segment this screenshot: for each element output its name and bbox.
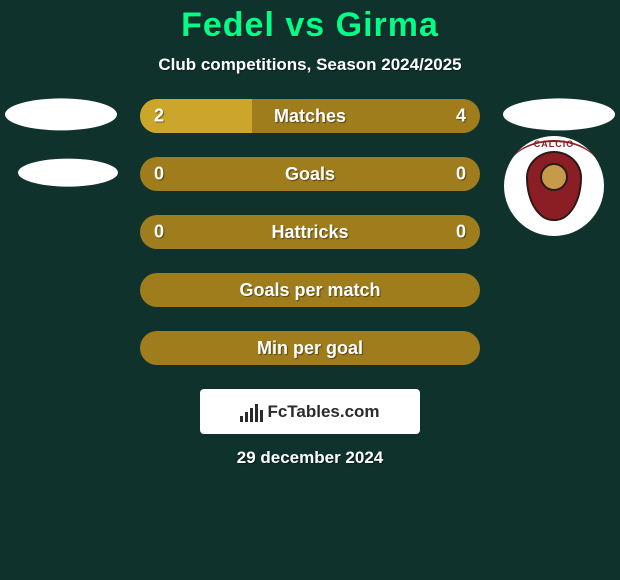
stat-label: Goals per match bbox=[239, 280, 380, 301]
stat-row: Min per goal bbox=[0, 325, 620, 371]
stat-value-left: 0 bbox=[154, 222, 164, 243]
stat-label: Min per goal bbox=[257, 338, 363, 359]
stat-value-left: 2 bbox=[154, 106, 164, 127]
brand-bar-icon bbox=[255, 404, 258, 422]
comparison-infographic: Fedel vs Girma Club competitions, Season… bbox=[0, 0, 620, 580]
stat-bar: Goals per match bbox=[140, 273, 480, 307]
stat-value-left: 0 bbox=[154, 164, 164, 185]
stat-bar: Min per goal bbox=[140, 331, 480, 365]
stat-row: CALCIO00Goals bbox=[0, 151, 620, 197]
stat-row: 0 0 Hattricks bbox=[0, 209, 620, 255]
brand-bar-icon bbox=[260, 410, 263, 422]
date-text: 29 december 2024 bbox=[0, 448, 620, 468]
subtitle: Club competitions, Season 2024/2025 bbox=[0, 55, 620, 75]
stat-label: Goals bbox=[285, 164, 335, 185]
page-title: Fedel vs Girma bbox=[0, 0, 620, 45]
brand-text: FcTables.com bbox=[267, 402, 379, 422]
stat-value-right: 0 bbox=[456, 164, 466, 185]
stat-bar: 0 0 Hattricks bbox=[140, 215, 480, 249]
left-player-ellipse bbox=[18, 159, 118, 187]
stat-label: Matches bbox=[274, 106, 346, 127]
left-player-ellipse bbox=[5, 98, 117, 130]
stat-bar: 2 4 Matches bbox=[140, 99, 480, 133]
stat-value-right: 0 bbox=[456, 222, 466, 243]
stat-bar: 0 0 Goals bbox=[140, 157, 480, 191]
right-player-ellipse bbox=[503, 98, 615, 130]
stat-label: Hattricks bbox=[271, 222, 348, 243]
stat-value-right: 4 bbox=[456, 106, 466, 127]
brand-box: FcTables.com bbox=[200, 389, 420, 434]
stat-row: 2 4 Matches bbox=[0, 93, 620, 139]
brand-bar-icon bbox=[240, 416, 243, 422]
brand-bars-icon bbox=[240, 402, 263, 422]
stat-row: Goals per match bbox=[0, 267, 620, 313]
brand-bar-icon bbox=[250, 408, 253, 422]
brand-bar-icon bbox=[245, 412, 248, 422]
stats-rows: 24MatchesCALCIO00Goals00HattricksGoals p… bbox=[0, 93, 620, 371]
